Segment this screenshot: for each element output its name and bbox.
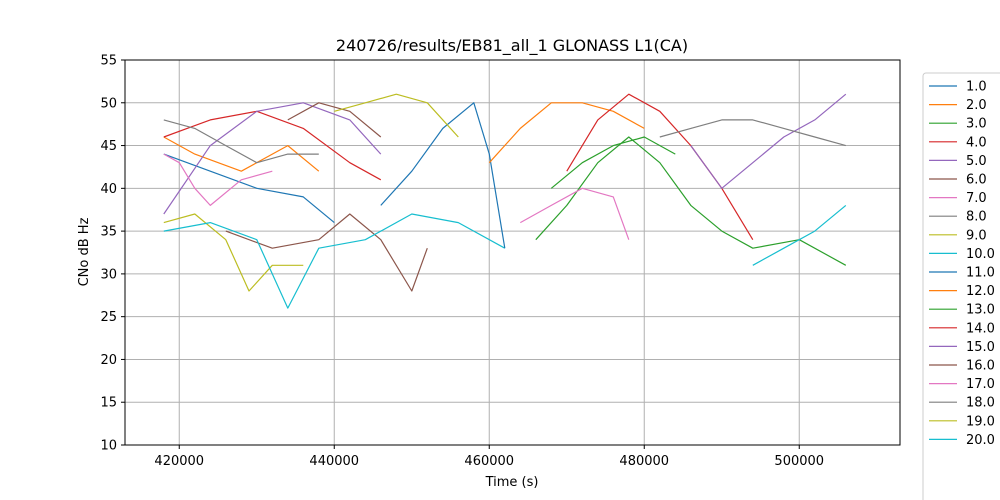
x-tick-label: 440000 [309, 454, 359, 469]
y-tick-label: 20 [100, 353, 117, 368]
x-axis-label: Time (s) [485, 475, 539, 490]
y-tick-label: 55 [100, 54, 117, 69]
legend-entry: 2.0 [966, 98, 987, 113]
legend-entry: 7.0 [966, 191, 987, 206]
y-tick-label: 35 [100, 225, 117, 240]
legend-entry: 5.0 [966, 154, 987, 169]
legend-entry: 18.0 [966, 396, 995, 411]
series-line-18.0 [659, 119, 846, 147]
legend-entry: 20.0 [966, 433, 995, 448]
legend-entry: 1.0 [966, 80, 987, 95]
y-axis: 10 15 20 25 30 35 40 45 50 55 [100, 54, 125, 454]
series-line-10.0 [163, 213, 506, 309]
chart-title: 240726/results/EB81_all_1 GLONASS L1(CA) [336, 36, 688, 56]
series-line-19.0 [334, 93, 459, 138]
y-tick-label: 25 [100, 310, 117, 325]
series-line-7.0 [163, 153, 273, 206]
legend: 1.0 2.0 3.0 4.0 5.0 6.0 7.0 8.0 9.0 10.0 11.0 12.0 1… [922, 72, 1000, 500]
legend-entry: 3.0 [966, 117, 987, 132]
series-line-12.0 [488, 102, 645, 164]
y-tick-label: 40 [100, 182, 117, 197]
grid [125, 59, 900, 446]
series-line-9.0 [163, 213, 304, 292]
series-line-4.0 [163, 110, 382, 181]
series-line-6.0 [225, 213, 428, 292]
legend-entry: 11.0 [966, 266, 995, 281]
legend-entry: 12.0 [966, 284, 995, 299]
y-tick-label: 45 [100, 139, 117, 154]
legend-entry: 10.0 [966, 247, 995, 262]
x-axis: 420000 440000 460000 480000 500000 [154, 445, 824, 469]
legend-entry: 13.0 [966, 303, 995, 318]
series-line-3.0 [535, 136, 847, 266]
series-line-20.0 [752, 204, 847, 266]
y-axis-label: CNo dB Hz [77, 217, 92, 286]
series-line-17.0 [520, 187, 630, 240]
legend-entry: 14.0 [966, 321, 995, 336]
y-tick-label: 15 [100, 396, 117, 411]
legend-entry: 19.0 [966, 414, 995, 429]
y-tick-label: 50 [100, 96, 117, 111]
legend-entry: 9.0 [966, 228, 987, 243]
plot-frame [124, 59, 901, 446]
series-line-13.0 [550, 136, 676, 189]
series-line-8.0 [163, 119, 319, 164]
legend-entry: 15.0 [966, 340, 995, 355]
y-tick-label: 30 [100, 267, 117, 282]
series-layer [163, 93, 847, 309]
series-line-15.0 [690, 93, 847, 189]
x-tick-label: 460000 [464, 454, 514, 469]
legend-entry: 4.0 [966, 135, 987, 150]
x-tick-label: 480000 [619, 454, 669, 469]
x-tick-label: 500000 [774, 454, 824, 469]
series-line-16.0 [287, 102, 382, 138]
series-line-11.0 [380, 102, 506, 249]
y-tick-label: 10 [100, 439, 117, 454]
legend-entry: 17.0 [966, 377, 995, 392]
legend-entry: 6.0 [966, 173, 987, 188]
series-line-5.0 [163, 102, 382, 215]
legend-entry: 16.0 [966, 359, 995, 374]
series-line-1.0 [163, 153, 335, 224]
legend-box [922, 72, 1000, 500]
legend-entry: 8.0 [966, 210, 987, 225]
x-tick-label: 420000 [154, 454, 204, 469]
